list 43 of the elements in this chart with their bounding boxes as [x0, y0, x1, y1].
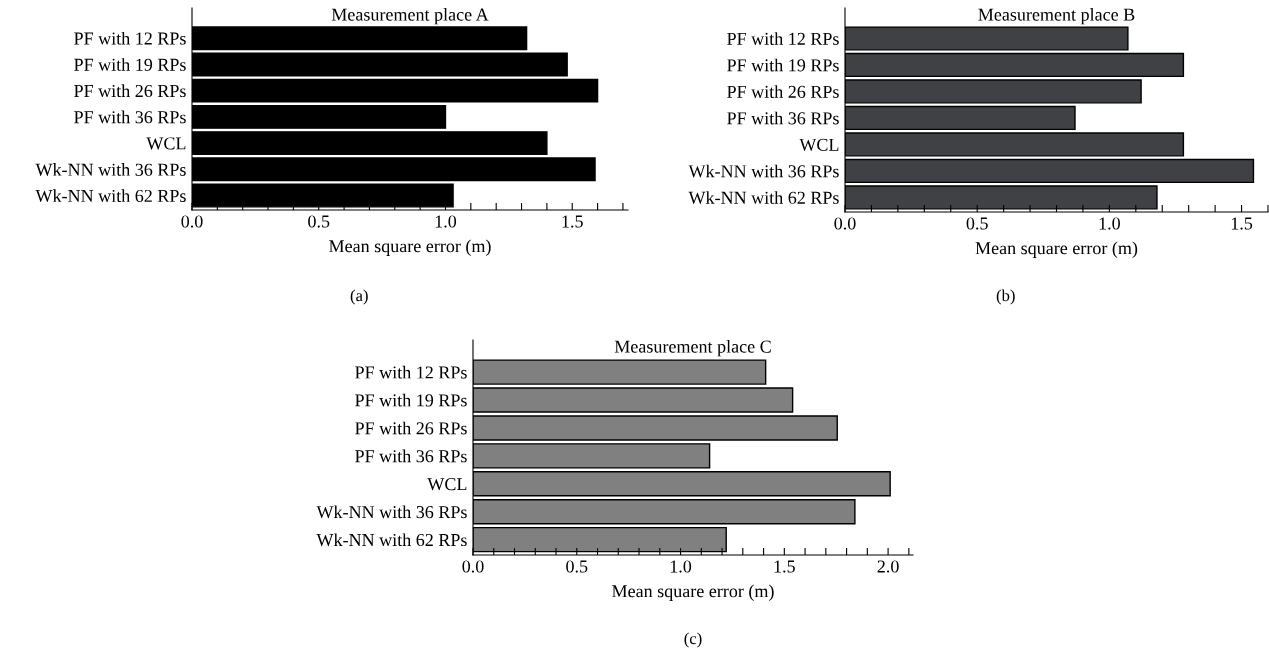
chart-title: Measurement place A [331, 8, 489, 25]
text: (c) [684, 632, 702, 648]
x-tick-label: 1.0 [435, 215, 457, 228]
x-tick-label: 0.5 [308, 215, 330, 228]
y-tick-label: PF with 19 RPs [727, 58, 839, 72]
text: (b) [996, 289, 1015, 305]
x-tick-label: 1.5 [1231, 217, 1253, 230]
y-tick-label: PF with 26 RPs [74, 84, 186, 98]
y-tick-label: PF with 12 RPs [355, 365, 467, 379]
chart-title: Measurement place B [978, 8, 1135, 25]
y-tick-label: Wk-NN with 62 RPs [688, 191, 839, 204]
x-tick-label: 1.0 [1099, 217, 1120, 230]
y-tick-label: Wk-NN with 36 RPs [688, 164, 839, 178]
chart-title: Measurement place C [614, 340, 771, 357]
y-tick-label: WCL [427, 478, 467, 491]
x-tick-label: 0.0 [834, 217, 856, 230]
y-tick-label: PF with 19 RPs [74, 58, 186, 71]
y-tick-label: PF with 26 RPs [355, 421, 467, 435]
x-tick-label: 1.5 [562, 215, 583, 228]
y-tick-label: WCL [799, 138, 839, 151]
x-tick-label: 0.5 [966, 217, 988, 230]
text: (a) [350, 289, 368, 305]
x-axis-title: Mean square error (m) [612, 584, 774, 601]
y-tick-label: PF with 36 RPs [74, 110, 186, 124]
x-tick-label: 0.0 [181, 215, 203, 228]
y-tick-label: PF with 26 RPs [727, 85, 839, 98]
y-tick-label: Wk-NN with 36 RPs [35, 163, 186, 176]
y-tick-label: PF with 12 RPs [74, 31, 186, 45]
y-tick-label: Wk-NN with 62 RPs [35, 189, 186, 203]
x-tick-label: 1.0 [670, 560, 692, 573]
y-tick-label: PF with 36 RPs [727, 111, 839, 125]
y-tick-label: Wk-NN with 36 RPs [316, 505, 467, 519]
x-axis-title: Mean square error (m) [329, 239, 491, 256]
y-tick-label: Wk-NN with 62 RPs [316, 533, 467, 547]
x-tick-label: 1.5 [774, 560, 795, 573]
x-tick-label: 0.0 [462, 560, 484, 573]
y-tick-label: PF with 12 RPs [727, 32, 839, 45]
y-tick-label: PF with 19 RPs [355, 393, 467, 407]
x-tick-label: 2.0 [877, 560, 899, 573]
y-tick-label: WCL [146, 137, 186, 150]
y-tick-label: PF with 36 RPs [355, 449, 467, 463]
x-tick-label: 0.5 [566, 560, 588, 573]
x-axis-title: Mean square error (m) [975, 241, 1138, 258]
